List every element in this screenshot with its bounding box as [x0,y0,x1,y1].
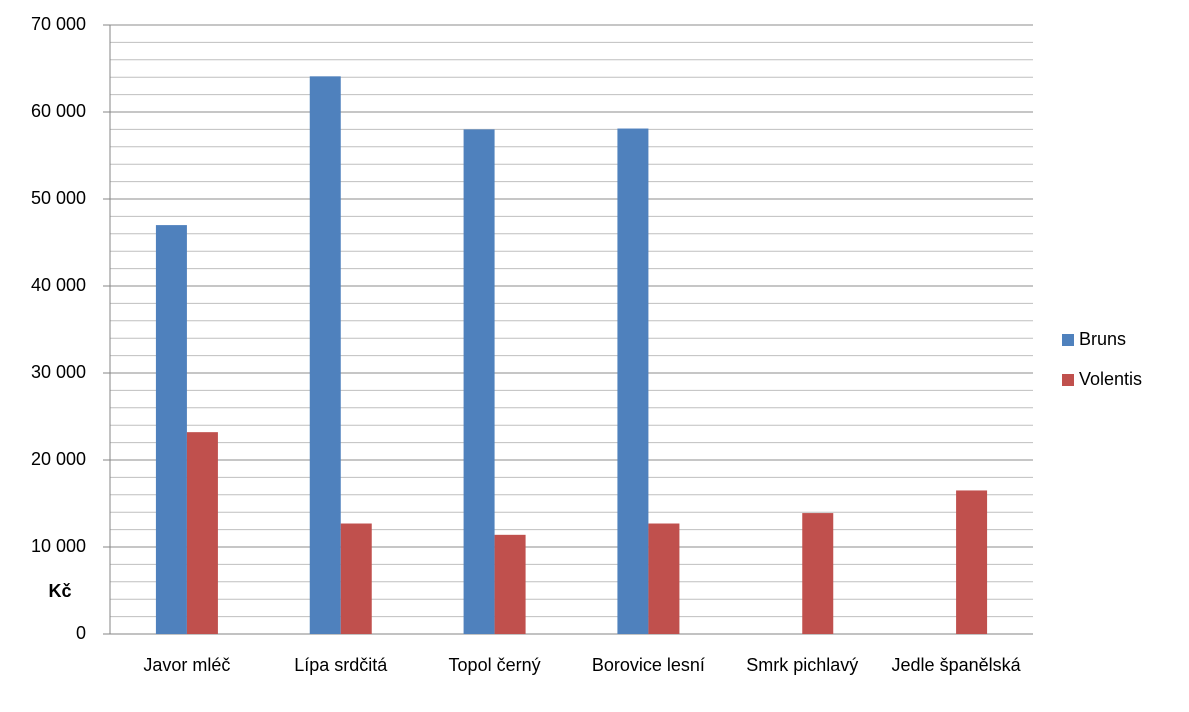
x-tick-label: Topol černý [449,655,541,675]
bar [463,129,495,634]
bar [802,513,834,634]
bar [956,490,988,634]
x-tick-label: Borovice lesní [592,655,705,675]
bar [309,76,341,634]
bar [186,432,218,634]
legend-label: Volentis [1079,369,1142,389]
bar [617,128,649,634]
x-tick-label: Javor mléč [143,655,230,675]
y-tick-label: 60 000 [31,101,86,121]
y-tick-label: 70 000 [31,14,86,34]
y-tick-label: 40 000 [31,275,86,295]
legend-label: Bruns [1079,329,1126,349]
bar [494,534,526,634]
x-tick-label: Jedle španělská [892,655,1022,675]
legend-swatch [1062,374,1074,386]
y-tick-label: 50 000 [31,188,86,208]
x-tick-label: Lípa srdčitá [294,655,388,675]
bar [648,523,680,634]
y-axis-label: Kč [48,581,71,601]
bar [155,225,187,634]
x-tick-label: Smrk pichlavý [746,655,858,675]
y-tick-label: 20 000 [31,449,86,469]
y-tick-label: 30 000 [31,362,86,382]
y-tick-label: 0 [76,623,86,643]
y-tick-label: 10 000 [31,536,86,556]
legend-swatch [1062,334,1074,346]
bar [340,523,372,634]
